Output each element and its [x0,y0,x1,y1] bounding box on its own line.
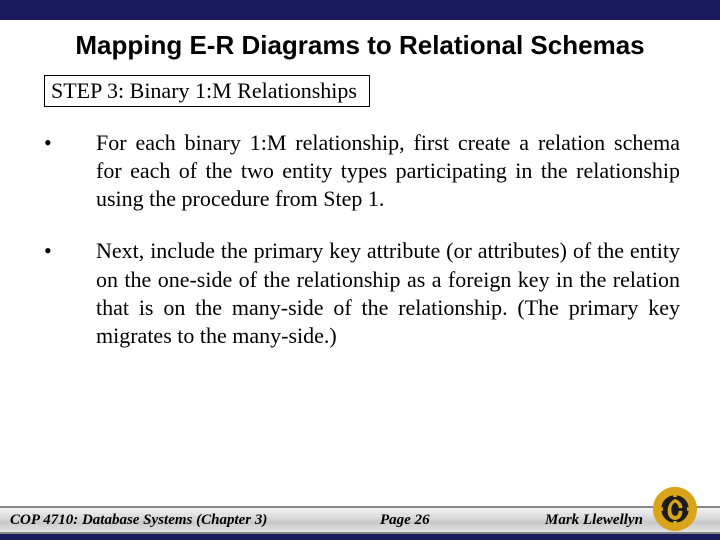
list-item: • Next, include the primary key attribut… [40,237,680,350]
ucf-logo-icon [652,486,698,532]
bullet-text: For each binary 1:M relationship, first … [96,129,680,213]
bullet-marker: • [40,129,96,213]
slide-title: Mapping E-R Diagrams to Relational Schem… [0,30,720,61]
footer-page: Page 26 [380,512,430,529]
top-bar [0,0,720,20]
bullet-marker: • [40,237,96,350]
footer-author: Mark Llewellyn [545,512,643,529]
footer-course: COP 4710: Database Systems (Chapter 3) [10,512,267,529]
footer: COP 4710: Database Systems (Chapter 3) P… [0,506,720,540]
bullet-text: Next, include the primary key attribute … [96,237,680,350]
footer-underline [0,534,720,540]
list-item: • For each binary 1:M relationship, firs… [40,129,680,213]
step-subtitle: STEP 3: Binary 1:M Relationships [44,75,370,107]
bullet-list: • For each binary 1:M relationship, firs… [40,129,680,350]
footer-bar: COP 4710: Database Systems (Chapter 3) P… [0,506,720,534]
